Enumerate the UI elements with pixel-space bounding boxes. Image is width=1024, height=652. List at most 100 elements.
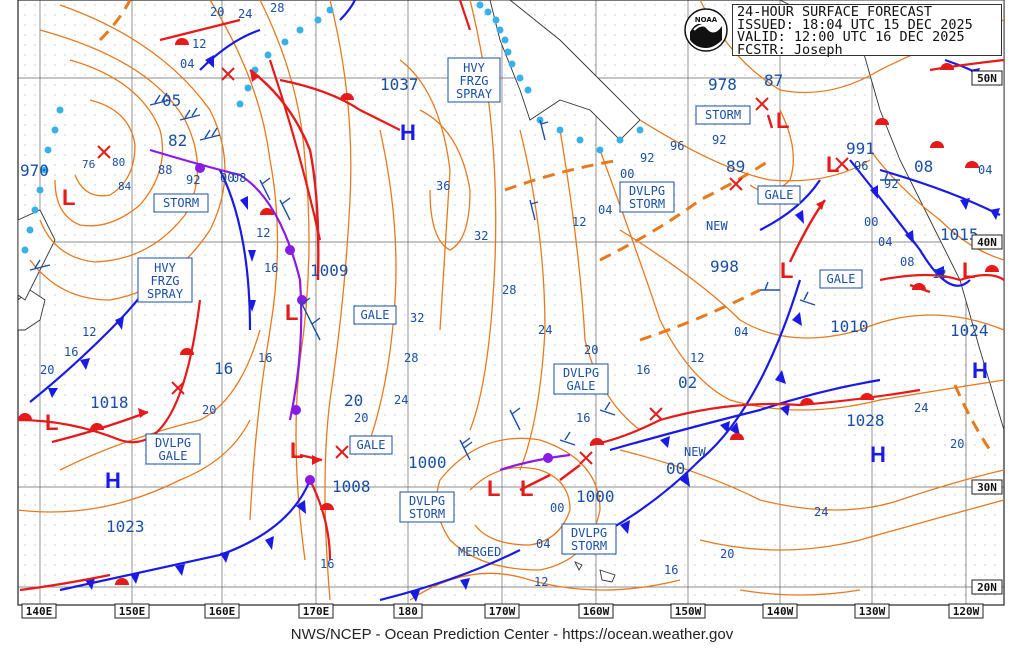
isobar-label: 12 bbox=[534, 575, 548, 589]
warning-text: DVLPG bbox=[155, 436, 191, 450]
isobar-label-large: 05 bbox=[162, 91, 181, 110]
warning-storm-1: STORM bbox=[153, 193, 209, 213]
pressure-label-1024: 1024 bbox=[950, 321, 989, 340]
lon-label: 150E bbox=[119, 605, 146, 618]
isobar-label: 16 bbox=[64, 345, 78, 359]
isobar-label-large: 08 bbox=[914, 157, 933, 176]
isobar-label: 00 bbox=[864, 215, 878, 229]
pressure-label-1015: 1015 bbox=[940, 225, 979, 244]
warning-text: STORM bbox=[705, 108, 741, 122]
isobar-label: 24 bbox=[538, 323, 552, 337]
isobar-label: 20 bbox=[950, 437, 964, 451]
isobar-label: 04 bbox=[734, 325, 748, 339]
pressure-label-1000: 1000 bbox=[408, 453, 447, 472]
warning-text: DVLPG bbox=[409, 494, 445, 508]
isobar-label: 92 bbox=[186, 173, 200, 187]
isobar-label: 76 bbox=[82, 158, 95, 171]
lat-label: 20N bbox=[977, 581, 997, 594]
pressure-centers: H H H H L L L L L L L L L L bbox=[45, 108, 988, 501]
isobar-label: 28 bbox=[502, 283, 516, 297]
warning-storm-2: STORM bbox=[695, 105, 751, 125]
lon-label: 170W bbox=[489, 605, 516, 618]
isobar-label: 00 bbox=[220, 171, 234, 185]
isobar-label: 92 bbox=[884, 177, 898, 191]
low-center-998: L bbox=[780, 258, 793, 283]
warning-gale-3: GALE bbox=[757, 185, 801, 205]
alaska-land bbox=[489, 0, 641, 141]
low-center-1000: L bbox=[487, 476, 500, 501]
isobar-label: 04 bbox=[180, 57, 194, 71]
isobar-label: 12 bbox=[572, 215, 586, 229]
low-center-1000b: L bbox=[520, 476, 533, 501]
warning-text: GALE bbox=[361, 308, 390, 322]
isobar-label: 96 bbox=[670, 139, 684, 153]
warning-hvy-frzg-spray-1: HVY FRZG SPRAY bbox=[447, 57, 501, 103]
low-center-1018: L bbox=[45, 410, 58, 435]
isobar-label: 00 bbox=[620, 167, 634, 181]
warning-gale-2: GALE bbox=[349, 435, 393, 455]
isobar-label: 16 bbox=[664, 563, 678, 577]
pressure-label-1009: 1009 bbox=[310, 261, 349, 280]
warning-gale-1: GALE bbox=[353, 305, 397, 325]
warning-text: GALE bbox=[357, 438, 386, 452]
isobar-label: 04 bbox=[598, 203, 612, 217]
warning-text: FRZG bbox=[151, 274, 180, 288]
low-center-1008: L bbox=[290, 438, 303, 463]
low-center-1009: L bbox=[285, 300, 298, 325]
isobar-label: 92 bbox=[640, 151, 654, 165]
header-title: 24-HOUR SURFACE FORECAST bbox=[737, 4, 933, 20]
pressure-label-978: 978 bbox=[708, 75, 737, 94]
isobar-label: 80 bbox=[112, 156, 125, 169]
low-center-978: L bbox=[776, 108, 789, 133]
warning-text: SPRAY bbox=[147, 287, 184, 301]
troughs bbox=[98, 0, 992, 451]
pressure-label-1010: 1010 bbox=[830, 317, 869, 336]
warning-dvlpg-storm-1: DVLPG STORM bbox=[619, 181, 675, 213]
warning-text: GALE bbox=[159, 449, 188, 463]
isobar-label: 32 bbox=[474, 229, 488, 243]
warning-text: HVY bbox=[154, 261, 176, 275]
isobar-labels: 08 12 16 12 16 20 20 16 20 24 28 32 36 3… bbox=[40, 1, 992, 589]
isobar-label: 00 bbox=[550, 501, 564, 515]
warm-front-bumps bbox=[18, 38, 999, 585]
isobar-label: 12 bbox=[256, 226, 270, 240]
isobar-label: 32 bbox=[410, 311, 424, 325]
lon-label: 180 bbox=[398, 605, 418, 618]
pressure-label-998: 998 bbox=[710, 257, 739, 276]
pressure-label-970: 970 bbox=[20, 161, 49, 180]
isobar-label: 16 bbox=[258, 351, 272, 365]
isobar-label: 92 bbox=[712, 133, 726, 147]
lon-label: 140W bbox=[767, 605, 794, 618]
position-markers bbox=[97, 67, 849, 465]
header-issued: ISSUED: 18:04 UTC 15 DEC 2025 bbox=[737, 16, 973, 33]
isobar-label: 96 bbox=[854, 159, 868, 173]
isobar-label-large: 82 bbox=[168, 131, 187, 150]
pressure-label-1028: 1028 bbox=[846, 411, 885, 430]
pressure-label-1037: 1037 bbox=[380, 75, 419, 94]
hawaii-island bbox=[599, 569, 616, 583]
warning-dvlpg-storm-3: DVLPG STORM bbox=[561, 523, 617, 555]
isobar-label: 12 bbox=[932, 267, 946, 281]
isobar-label: 20 bbox=[210, 5, 224, 19]
low-center-970: L bbox=[62, 185, 75, 210]
noaa-logo-icon: NOAA bbox=[684, 8, 728, 52]
isobar-label: 88 bbox=[158, 163, 172, 177]
warning-text: GALE bbox=[567, 379, 596, 393]
warning-dvlpg-storm-2: DVLPG STORM bbox=[399, 491, 455, 523]
isobar-label: 12 bbox=[192, 37, 206, 51]
footer-credit: NWS/NCEP - Ocean Prediction Center - htt… bbox=[290, 626, 734, 643]
isobar-label: 20 bbox=[40, 363, 54, 377]
lat-label: 40N bbox=[977, 236, 997, 249]
isobar-label-large: 89 bbox=[726, 157, 745, 176]
isobar-label: 04 bbox=[536, 537, 550, 551]
low-center-1015: L bbox=[962, 258, 975, 283]
isobar-label-large: 02 bbox=[678, 373, 697, 392]
lon-label: 160W bbox=[583, 605, 610, 618]
forecast-header: 24-HOUR SURFACE FORECAST ISSUED: 18:04 U… bbox=[732, 4, 1002, 56]
isobar-label-large: 16 bbox=[214, 359, 233, 378]
noaa-logo-text: NOAA bbox=[695, 16, 718, 24]
isobar-label: 28 bbox=[270, 1, 284, 15]
isobar-label-large: 87 bbox=[764, 71, 783, 90]
warning-text: STORM bbox=[163, 196, 199, 210]
new-label: NEW bbox=[684, 445, 706, 459]
